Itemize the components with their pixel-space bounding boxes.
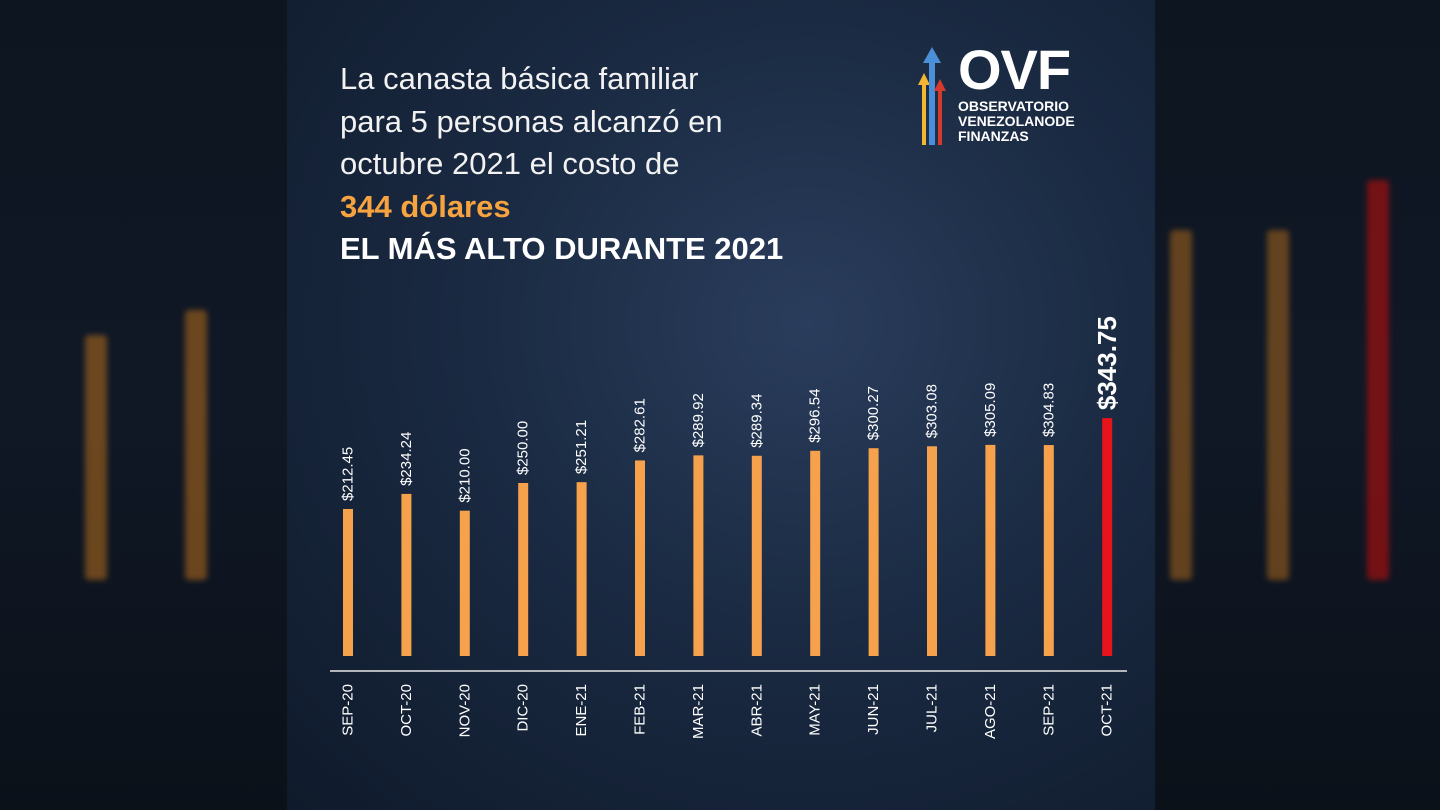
data-label: $212.45 [340,447,357,501]
arrows-icon [918,47,946,145]
x-tick-label: SEP-20 [340,684,357,736]
x-tick-label: MAR-21 [690,684,707,739]
bar [401,493,412,656]
infographic-panel: La canasta básica familiar para 5 person… [287,0,1155,810]
bar [810,450,821,656]
headline-line: para 5 personas alcanzó en [340,103,723,139]
bar [518,483,529,656]
bar [1043,445,1054,656]
bar [985,444,996,656]
bar [576,482,587,656]
headline-line: octubre 2021 el costo de [340,146,680,181]
x-tick-label: JUN-21 [865,684,882,735]
blurred-background-right [1155,0,1440,810]
x-tick-label: DIC-20 [515,684,532,732]
headline-highlight: 344 dólares [340,188,511,224]
data-label: $343.75 [1092,316,1122,410]
x-tick-label: NOV-20 [456,684,473,737]
headline-line: La canasta básica familiar [340,61,699,96]
x-tick-label: JUL-21 [924,684,941,732]
x-tick-label: MAY-21 [807,684,824,736]
x-tick-label: ENE-21 [573,684,590,737]
bar [635,460,645,656]
bar [1102,418,1113,656]
x-tick-label: AGO-21 [982,684,999,739]
data-label: $300.27 [865,386,882,440]
bar [459,510,470,656]
logo-line: FINANZAS [958,128,1029,144]
x-tick-label: OCT-21 [1099,684,1116,737]
data-label: $305.09 [982,383,999,437]
headline-emphasis: EL MÁS ALTO DURANTE 2021 [340,231,784,266]
bar [751,455,762,656]
data-label: $210.00 [456,448,473,502]
headline: La canasta básica familiar para 5 person… [340,58,783,271]
data-label: $303.08 [924,384,941,438]
ovf-logo: OVF OBSERVATORIO VENEZOLANODE FINANZAS [914,38,1094,150]
data-label: $250.00 [515,421,532,475]
blurred-background-left [0,0,287,810]
data-label: $282.61 [632,398,649,452]
data-label: $251.21 [573,420,590,474]
x-tick-label: OCT-20 [398,684,415,737]
data-label: $289.92 [690,393,707,447]
data-label: $304.83 [1040,383,1057,437]
logo-acronym: OVF [958,38,1071,101]
logo-name: OBSERVATORIO VENEZOLANODE FINANZAS [958,99,1075,144]
logo-line: OBSERVATORIO [958,98,1069,114]
bar [343,508,353,656]
bar [927,446,937,656]
data-label: $296.54 [807,389,824,443]
x-tick-label: FEB-21 [632,684,649,735]
bar-chart: $212.45 SEP-20 $234.24 OCT-20 $210.00 NOV-20 $… [330,316,1127,739]
x-tick-label: SEP-21 [1040,684,1057,736]
data-label: $289.34 [748,394,765,448]
x-tick-label: ABR-21 [748,684,765,737]
bar [868,448,879,656]
logo-line: VENEZOLANODE [958,113,1075,129]
bar [693,455,704,656]
data-label: $234.24 [398,432,415,486]
